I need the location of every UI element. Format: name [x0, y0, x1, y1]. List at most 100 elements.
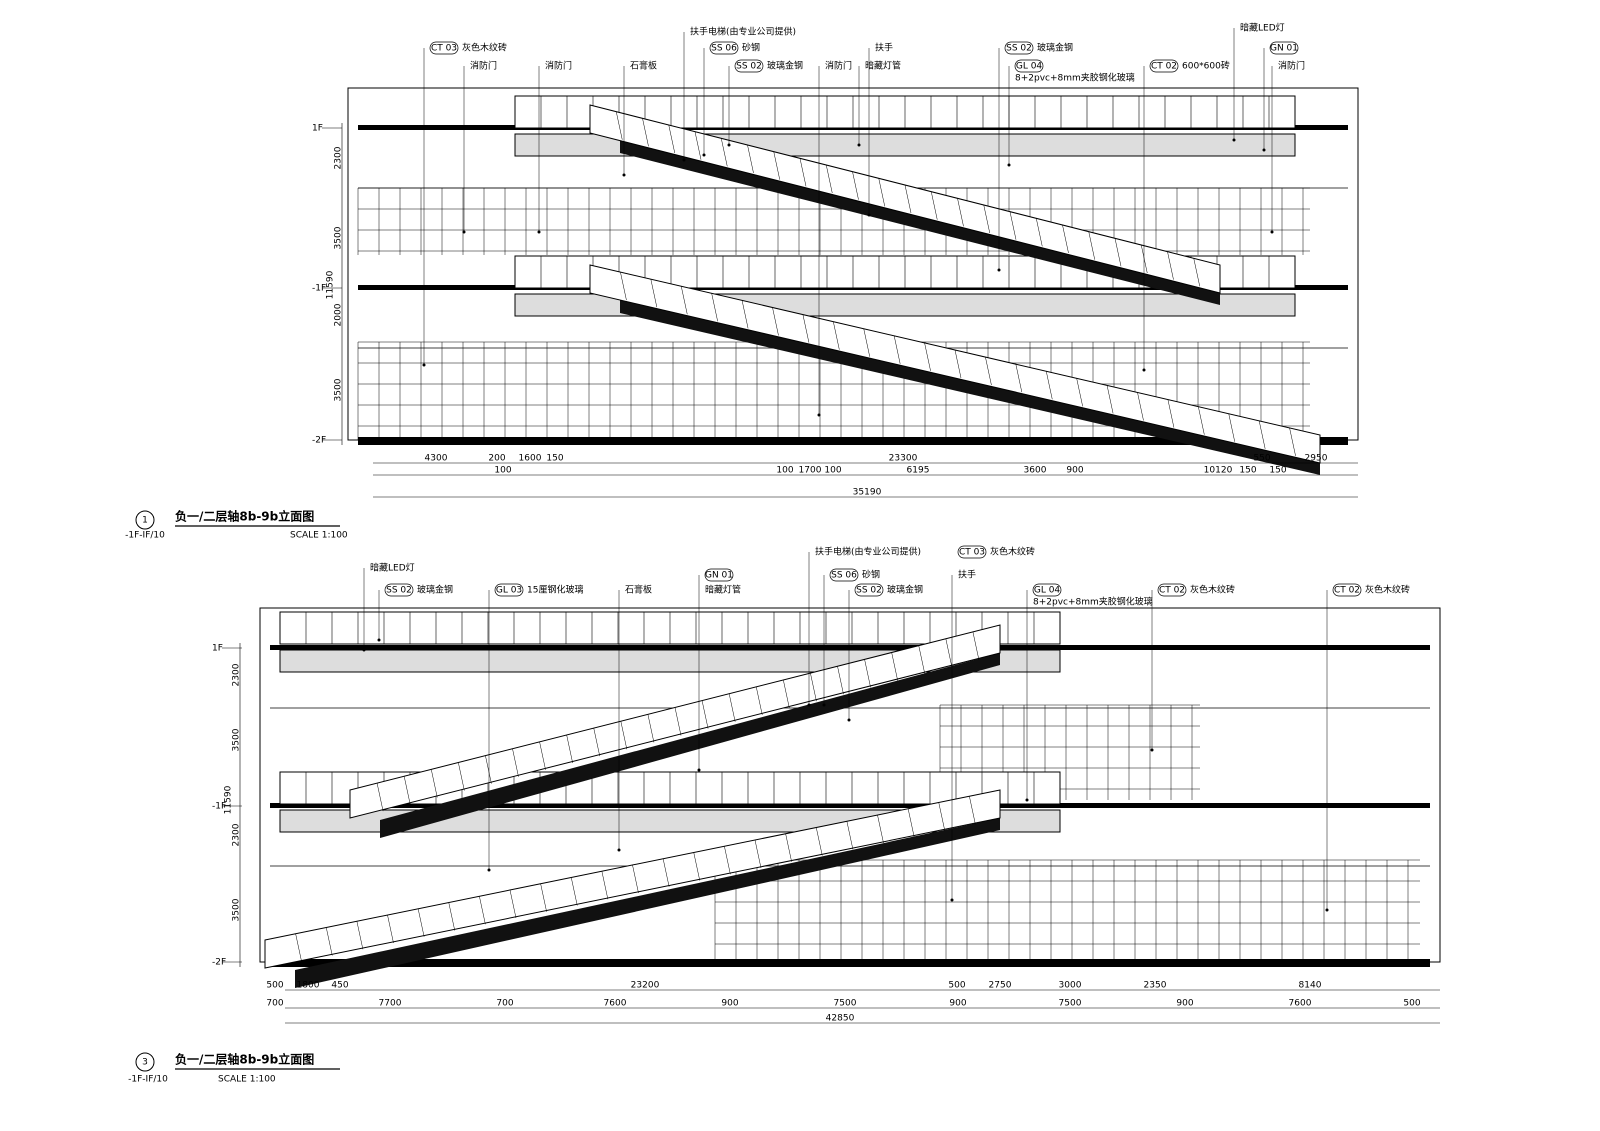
dim-label: 23300: [889, 454, 918, 464]
step-line: [741, 300, 749, 329]
label-text: 消防门: [470, 60, 497, 72]
drawing-title: 负一/二层轴8b-9b立面图: [175, 1052, 314, 1067]
dim-label: 900: [721, 999, 738, 1009]
leader-dot: [1150, 748, 1154, 752]
dim-label: 100: [494, 466, 511, 476]
step-line: [1198, 406, 1205, 435]
step-line: [485, 755, 492, 784]
dim-label: 23200: [631, 981, 660, 991]
dim-label: 900: [1176, 999, 1193, 1009]
step-line: [295, 933, 302, 962]
step-line: [864, 659, 871, 688]
leader-dot: [537, 230, 541, 234]
step-line: [957, 198, 964, 227]
step-line: [891, 652, 898, 681]
leader-dot: [377, 638, 381, 642]
dim-label: 8140: [1299, 981, 1322, 991]
step-line: [826, 164, 833, 194]
label-text: 砂钢: [862, 569, 880, 581]
vertical-dim: 2300: [232, 663, 242, 686]
floor-slab: [358, 437, 1348, 445]
label-text: 灰色木纹砖: [462, 42, 507, 54]
step-line: [931, 191, 938, 220]
step-line: [754, 839, 762, 869]
label-text: 8+2pvc+8mm夹胶钢化玻璃: [1033, 596, 1153, 608]
label-text: 暗藏LED灯: [370, 562, 415, 574]
step-line: [954, 349, 962, 379]
dim-label: 100: [824, 466, 841, 476]
label-text: 扶手电梯(由专业公司提供): [815, 546, 921, 558]
step-line: [1088, 231, 1095, 260]
scale: SCALE 1:100: [290, 531, 348, 541]
level-label: 1F: [212, 644, 223, 654]
step-line: [833, 321, 840, 350]
label-text: 灰色木纹砖: [1190, 584, 1235, 596]
leader-dot: [807, 703, 811, 707]
leader-dot: [702, 153, 706, 157]
overall-height: 11590: [224, 785, 234, 814]
ref-number: 3: [142, 1058, 148, 1068]
step-line: [721, 138, 728, 167]
dim-label: 1800: [297, 981, 320, 991]
step-line: [1289, 427, 1296, 456]
step-line: [1062, 224, 1069, 254]
step-line: [479, 896, 486, 925]
label-text: 石膏板: [630, 60, 657, 72]
step-line: [863, 328, 870, 357]
label-text: 玻璃金钢: [767, 60, 803, 72]
step-line: [918, 645, 925, 674]
step-line: [837, 666, 844, 695]
leader-dot: [422, 363, 426, 367]
step-line: [772, 307, 779, 336]
material-tag: CT 02: [1334, 586, 1360, 596]
level-label: 1F: [312, 124, 323, 134]
step-line: [924, 342, 931, 371]
dim-label: 150: [1269, 466, 1286, 476]
step-line: [985, 357, 992, 386]
tag-box: [854, 583, 884, 597]
dim-label: 7600: [1289, 999, 1312, 1009]
floor-slab: [270, 803, 1430, 808]
step-line: [1015, 364, 1023, 393]
step-line: [878, 178, 885, 207]
tag-box: [704, 568, 734, 582]
dim-label: 500: [1403, 999, 1420, 1009]
material-tag: CT 03: [959, 548, 985, 558]
dim-label: 500: [266, 981, 283, 991]
step-line: [1137, 392, 1144, 421]
step-line: [620, 272, 627, 301]
ref-sheet: -1F-IF/10: [128, 1075, 168, 1085]
step-line: [650, 279, 658, 308]
dim-label: 450: [331, 981, 348, 991]
vertical-dim: 3500: [334, 378, 344, 401]
dim-label: 10120: [1204, 466, 1233, 476]
step-line: [1258, 420, 1266, 449]
step-line: [1167, 251, 1174, 280]
tag-box: [1269, 41, 1299, 55]
step-line: [783, 679, 790, 709]
leader-dot: [462, 230, 466, 234]
material-tag: CT 03: [431, 44, 457, 54]
tag-box: [494, 583, 524, 597]
material-tag: GN 01: [1270, 44, 1298, 54]
step-line: [785, 833, 792, 862]
step-line: [701, 700, 709, 729]
ref-circle: [135, 510, 155, 530]
label-text: 扶手: [875, 42, 893, 54]
step-line: [1167, 399, 1175, 428]
step-line: [756, 686, 763, 715]
step-line: [1036, 218, 1043, 247]
label-text: 暗藏灯管: [705, 584, 741, 596]
step-line: [539, 741, 546, 770]
dim-label: 2350: [1144, 981, 1167, 991]
material-tag: GL 04: [1016, 62, 1043, 72]
step-line: [512, 748, 519, 777]
dim-label: 2950: [1305, 454, 1328, 464]
floor-slab: [270, 645, 1430, 650]
material-tag: GL 03: [496, 586, 522, 596]
step-line: [972, 631, 980, 660]
total-width: 35190: [853, 488, 882, 498]
material-tag: SS 02: [856, 586, 882, 596]
leader-dot: [1007, 163, 1011, 167]
label-text: 砂钢: [742, 42, 760, 54]
